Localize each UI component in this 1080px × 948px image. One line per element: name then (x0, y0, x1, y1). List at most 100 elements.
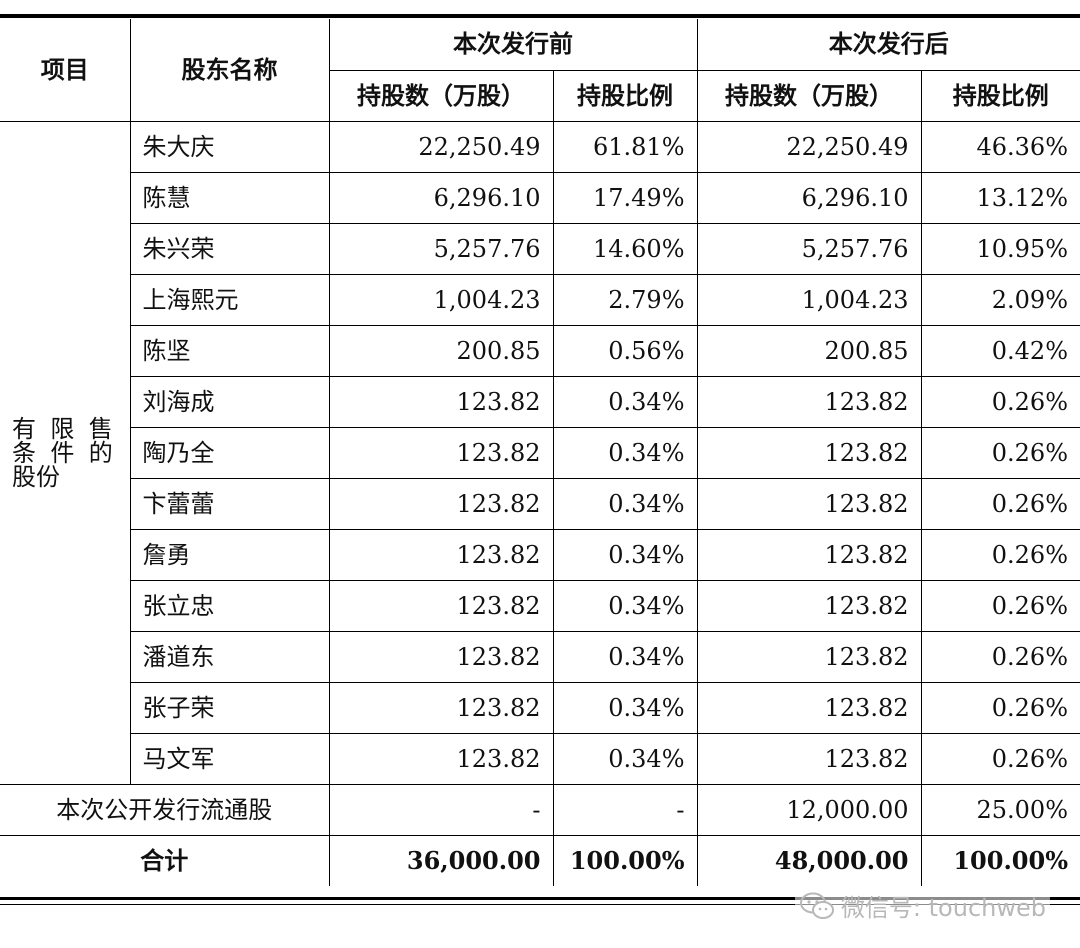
table-row: 陈坚 200.85 0.56% 200.85 0.42% (0, 324, 1080, 377)
shareholder-name: 朱兴荣 (130, 222, 330, 275)
ratio-before: 0.34% (552, 477, 698, 530)
ratio-before: 0.34% (552, 681, 698, 734)
ratio-after: 0.26% (920, 681, 1080, 734)
header-shares-before: 持股数（万股） (329, 69, 554, 122)
table-row: 刘海成 123.82 0.34% 123.82 0.26% (0, 375, 1080, 428)
shares-after: 200.85 (696, 324, 922, 377)
shares-after: 6,296.10 (696, 171, 922, 224)
shares-after: 123.82 (696, 426, 922, 479)
ratio-before: 0.34% (552, 375, 698, 428)
ratio-before: 17.49% (552, 171, 698, 224)
table-row: 马文军 123.82 0.34% 123.82 0.26% (0, 732, 1080, 785)
shares-after: 22,250.49 (696, 120, 922, 173)
ratio-after: 0.26% (920, 579, 1080, 632)
shares-before: 123.82 (328, 579, 554, 632)
shares-after: 123.82 (696, 579, 922, 632)
table-row: 潘道东 123.82 0.34% 123.82 0.26% (0, 630, 1080, 683)
ratio-after: 0.26% (920, 375, 1080, 428)
shares-before: 22,250.49 (328, 120, 554, 173)
table-row: 张立忠 123.82 0.34% 123.82 0.26% (0, 579, 1080, 632)
shares-before: 123.82 (328, 426, 554, 479)
table-bottom-rule (0, 897, 1080, 905)
shares-before: 200.85 (328, 324, 554, 377)
table-row: 詹勇 123.82 0.34% 123.82 0.26% (0, 528, 1080, 581)
header-ratio-after: 持股比例 (920, 69, 1080, 122)
shareholding-table: 项目 股东名称 本次发行前 本次发行后 持股数（万股） 持股比例 持股数（万股）… (0, 19, 1080, 886)
table-top-rule (0, 14, 1080, 18)
public-offering-ratio-before: - (552, 783, 698, 836)
table-row: 张子荣 123.82 0.34% 123.82 0.26% (0, 681, 1080, 734)
shareholder-name: 陶乃全 (130, 426, 330, 479)
shares-before: 5,257.76 (328, 222, 554, 275)
ratio-after: 0.42% (920, 324, 1080, 377)
ratio-after: 2.09% (920, 273, 1080, 326)
public-offering-shares-before: - (328, 783, 554, 836)
header-shareholder: 股东名称 (129, 19, 330, 122)
table-row: 上海熙元 1,004.23 2.79% 1,004.23 2.09% (0, 273, 1080, 326)
total-shares-before: 36,000.00 (328, 834, 554, 886)
table-body: 有限售 条件的 股份 朱大庆 22,250.49 61.81% 22,250.49 46.36… (0, 120, 1080, 886)
total-shares-after: 48,000.00 (696, 834, 922, 886)
category-label-line2: 条件的 (12, 438, 128, 467)
ratio-after: 0.26% (920, 426, 1080, 479)
total-ratio-after: 100.00% (920, 834, 1080, 886)
total-label: 合计 (0, 834, 330, 886)
table-row: 朱兴荣 5,257.76 14.60% 5,257.76 10.95% (0, 222, 1080, 275)
ratio-before: 0.34% (552, 732, 698, 785)
total-row: 合计 36,000.00 100.00% 48,000.00 100.00% (0, 834, 1080, 886)
shareholder-name: 卞蕾蕾 (130, 477, 330, 530)
shares-after: 1,004.23 (696, 273, 922, 326)
category-label-line3: 股份 (12, 462, 60, 491)
shares-before: 123.82 (328, 732, 554, 785)
table-row: 有限售 条件的 股份 朱大庆 22,250.49 61.81% 22,250.49 46.36… (0, 120, 1080, 785)
ratio-before: 0.56% (552, 324, 698, 377)
ratio-before: 0.34% (552, 630, 698, 683)
public-offering-shares-after: 12,000.00 (696, 783, 922, 836)
watermark: 微信号: touchweb (794, 888, 1050, 923)
ratio-before: 0.34% (552, 579, 698, 632)
shares-after: 123.82 (696, 477, 922, 530)
shares-before: 123.82 (328, 375, 554, 428)
table-row: 陶乃全 123.82 0.34% 123.82 0.26% (0, 426, 1080, 479)
header-after-issue: 本次发行后 (696, 19, 1080, 71)
shares-before: 123.82 (328, 630, 554, 683)
total-ratio-before: 100.00% (552, 834, 698, 886)
public-offering-row: 本次公开发行流通股 - -12,000.00 25.00% (0, 783, 1080, 836)
public-offering-label: 本次公开发行流通股 (0, 783, 330, 836)
shareholder-name: 张子荣 (130, 681, 330, 734)
ratio-before: 14.60% (552, 222, 698, 275)
header-row-2: 持股数（万股） 持股比例 持股数（万股） 持股比例 (0, 69, 1080, 122)
wechat-icon (799, 892, 834, 919)
shareholder-name: 马文军 (130, 732, 330, 785)
shareholder-name: 陈慧 (130, 171, 330, 224)
ratio-before: 0.34% (552, 528, 698, 581)
public-offering-ratio-after: 25.00% (920, 783, 1080, 836)
header-before-issue: 本次发行前 (328, 19, 698, 71)
category-restricted-shares: 有限售 条件的 股份 (0, 120, 131, 785)
shareholder-name: 刘海成 (130, 375, 330, 428)
shares-after: 123.82 (696, 630, 922, 683)
category-label-line1: 有限售 (12, 414, 128, 443)
header-item: 项目 (0, 19, 131, 122)
header-shares-after: 持股数（万股） (696, 69, 922, 122)
shareholder-name: 张立忠 (130, 579, 330, 632)
shares-after: 123.82 (696, 375, 922, 428)
shares-after: 123.82 (696, 681, 922, 734)
table-row: 卞蕾蕾 123.82 0.34% 123.82 0.26% (0, 477, 1080, 530)
ratio-before: 2.79% (552, 273, 698, 326)
ratio-after: 0.26% (920, 630, 1080, 683)
shares-after: 5,257.76 (696, 222, 922, 275)
header-ratio-before: 持股比例 (552, 69, 698, 122)
ratio-before: 0.34% (552, 426, 698, 479)
ratio-after: 13.12% (920, 171, 1080, 224)
shares-after: 123.82 (696, 528, 922, 581)
ratio-before: 61.81% (552, 120, 698, 173)
ratio-after: 0.26% (920, 477, 1080, 530)
ratio-after: 10.95% (920, 222, 1080, 275)
ratio-after: 46.36% (920, 120, 1080, 173)
table-row: 陈慧 6,296.10 17.49% 6,296.10 13.12% (0, 171, 1080, 224)
ratio-after: 0.26% (920, 732, 1080, 785)
shares-before: 123.82 (328, 528, 554, 581)
shares-before: 123.82 (328, 477, 554, 530)
shareholder-name: 潘道东 (130, 630, 330, 683)
